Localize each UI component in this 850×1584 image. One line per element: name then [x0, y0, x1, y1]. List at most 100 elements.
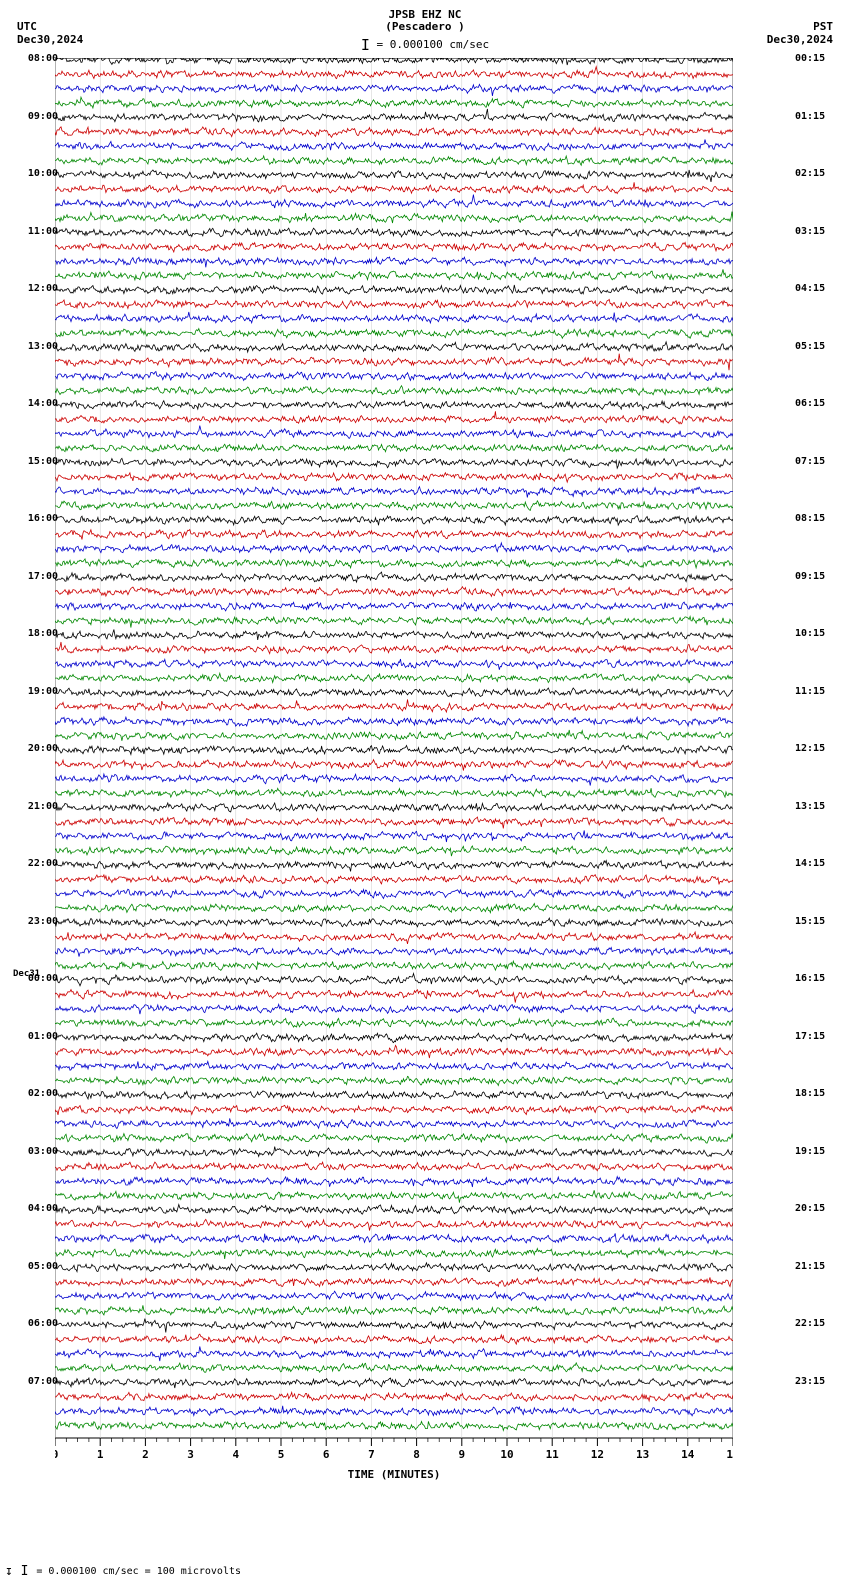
seismic-trace	[55, 617, 733, 628]
seismic-trace	[55, 1233, 733, 1243]
svg-text:0: 0	[55, 1448, 58, 1461]
scale-text: I = 0.000100 cm/sec	[0, 36, 850, 54]
seismic-trace	[55, 673, 733, 683]
pst-hour-label: 15:15	[795, 916, 825, 927]
seismic-trace	[55, 1378, 733, 1388]
utc-hour-label: 15:00	[28, 456, 58, 467]
utc-hour-label: 09:00	[28, 111, 58, 122]
pst-hour-label: 04:15	[795, 283, 825, 294]
seismic-trace	[55, 1346, 733, 1361]
seismic-trace	[55, 875, 733, 885]
utc-hour-label: 07:00	[28, 1376, 58, 1387]
plot-area	[55, 58, 733, 1438]
seismic-trace	[55, 572, 733, 582]
seismic-trace	[55, 473, 733, 482]
pst-hour-label: 03:15	[795, 226, 825, 237]
seismic-trace	[55, 760, 733, 771]
pst-hour-label: 06:15	[795, 398, 825, 409]
utc-hour-label: 12:00	[28, 283, 58, 294]
x-axis-svg: 0123456789101112131415	[55, 1438, 733, 1466]
seismic-trace	[55, 426, 733, 439]
pst-hour-label: 11:15	[795, 686, 825, 697]
utc-hour-label: 01:00	[28, 1031, 58, 1042]
seismic-trace	[55, 1248, 733, 1259]
seismic-trace	[55, 1305, 733, 1315]
seismic-trace	[55, 84, 733, 96]
seismic-trace	[55, 342, 733, 352]
seismic-trace	[55, 932, 733, 944]
seismic-trace	[55, 830, 733, 842]
seismic-trace	[55, 1105, 733, 1115]
seismic-trace	[55, 543, 733, 553]
utc-hour-label: 23:00	[28, 916, 58, 927]
seismic-trace	[55, 386, 733, 396]
seismic-trace	[55, 1162, 733, 1171]
seismic-trace	[55, 1147, 733, 1157]
seismic-trace	[55, 411, 733, 424]
seismic-trace	[55, 140, 733, 151]
seismic-trace	[55, 516, 733, 526]
x-axis: 0123456789101112131415 TIME (MINUTES)	[55, 1438, 733, 1488]
helicorder-svg	[55, 58, 733, 1438]
seismic-trace	[55, 530, 733, 540]
pst-hour-label: 13:15	[795, 801, 825, 812]
seismic-trace	[55, 487, 733, 498]
seismic-trace	[55, 269, 733, 280]
seismic-trace	[55, 444, 733, 452]
svg-text:4: 4	[232, 1448, 239, 1461]
seismic-trace	[55, 659, 733, 670]
pst-hour-label: 20:15	[795, 1203, 825, 1214]
seismic-trace	[55, 1363, 733, 1372]
seismic-trace	[55, 156, 733, 165]
seismic-trace	[55, 1091, 733, 1099]
seismic-trace	[55, 1291, 733, 1301]
seismic-trace	[55, 1205, 733, 1215]
seismic-trace	[55, 889, 733, 898]
seismic-trace	[55, 688, 733, 697]
seismic-trace	[55, 1033, 733, 1042]
seismic-trace	[55, 1076, 733, 1085]
header: UTC Dec30,2024 JPSB EHZ NC (Pescadero ) …	[0, 0, 850, 55]
seismic-trace	[55, 401, 733, 410]
pst-hour-label: 19:15	[795, 1146, 825, 1157]
utc-hour-label: 19:00	[28, 686, 58, 697]
pst-hour-label: 01:15	[795, 111, 825, 122]
pst-hour-label: 18:15	[795, 1088, 825, 1099]
pst-hour-label: 21:15	[795, 1261, 825, 1272]
svg-text:15: 15	[726, 1448, 733, 1461]
seismic-trace	[55, 974, 733, 986]
seismic-trace	[55, 587, 733, 597]
seismic-trace	[55, 1004, 733, 1014]
seismic-trace	[55, 312, 733, 323]
seismic-trace	[55, 242, 733, 252]
seismic-trace	[55, 904, 733, 913]
utc-hour-label: 18:00	[28, 628, 58, 639]
utc-hour-label: 04:00	[28, 1203, 58, 1214]
seismic-trace	[55, 846, 733, 856]
svg-text:8: 8	[413, 1448, 420, 1461]
pst-hour-label: 05:15	[795, 341, 825, 352]
seismic-trace	[55, 1392, 733, 1401]
pst-hour-label: 23:15	[795, 1376, 825, 1387]
svg-text:3: 3	[187, 1448, 194, 1461]
utc-hour-label: 21:00	[28, 801, 58, 812]
utc-hour-label: 11:00	[28, 226, 58, 237]
svg-text:2: 2	[142, 1448, 149, 1461]
seismic-trace	[55, 285, 733, 294]
seismic-trace	[55, 1334, 733, 1344]
seismic-trace	[55, 1190, 733, 1202]
seismic-trace	[55, 1045, 733, 1058]
seismic-trace	[55, 745, 733, 754]
utc-hour-label: 05:00	[28, 1261, 58, 1272]
pst-date-label: Dec30,2024	[767, 33, 833, 46]
seismic-trace	[55, 630, 733, 640]
footer: ↧ I = 0.000100 cm/sec = 100 microvolts	[5, 1564, 241, 1579]
seismic-trace	[55, 182, 733, 193]
utc-hour-label: 00:00	[28, 973, 58, 984]
utc-hour-label: 13:00	[28, 341, 58, 352]
seismic-trace	[55, 501, 733, 511]
pst-hour-label: 16:15	[795, 973, 825, 984]
seismic-trace	[55, 717, 733, 726]
svg-text:10: 10	[500, 1448, 513, 1461]
svg-text:1: 1	[97, 1448, 104, 1461]
